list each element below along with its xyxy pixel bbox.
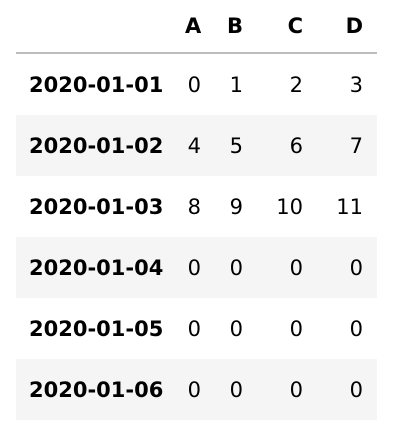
cell-b: 1 <box>229 72 243 97</box>
header-row: A B C D <box>16 0 377 54</box>
table-row: 2020-01-02 4 5 6 7 <box>16 115 377 176</box>
cell-c: 6 <box>289 133 303 158</box>
cell-b: 0 <box>229 377 243 402</box>
cell-a: 0 <box>187 72 201 97</box>
cell-d: 7 <box>349 133 363 158</box>
column-header-d: D <box>317 0 377 54</box>
cell-a: 4 <box>187 133 201 158</box>
cell-b: 5 <box>229 133 243 158</box>
column-header-c: C <box>261 0 317 54</box>
column-header-a: A <box>185 0 219 54</box>
dataframe-table: A B C D 2020-01-01 0 1 2 3 2020-01-02 4 … <box>16 0 377 420</box>
cell-d: 0 <box>349 316 363 341</box>
cell-c: 0 <box>289 255 303 280</box>
cell-d: 0 <box>349 377 363 402</box>
cell-c: 2 <box>289 72 303 97</box>
column-header-b: B <box>219 0 261 54</box>
row-index: 2020-01-05 <box>29 316 164 341</box>
table-row: 2020-01-06 0 0 0 0 <box>16 359 377 420</box>
table-row: 2020-01-04 0 0 0 0 <box>16 237 377 298</box>
cell-a: 0 <box>187 255 201 280</box>
index-header <box>16 0 185 54</box>
cell-c: 10 <box>276 194 303 219</box>
cell-b: 0 <box>229 255 243 280</box>
row-index: 2020-01-01 <box>29 72 164 97</box>
cell-a: 8 <box>187 194 201 219</box>
table-row: 2020-01-05 0 0 0 0 <box>16 298 377 359</box>
table-header: A B C D <box>16 0 377 54</box>
table-row: 2020-01-03 8 9 10 11 <box>16 176 377 237</box>
row-index: 2020-01-03 <box>29 194 164 219</box>
row-index: 2020-01-04 <box>29 255 164 280</box>
cell-d: 3 <box>349 72 363 97</box>
cell-b: 0 <box>229 316 243 341</box>
cell-b: 9 <box>229 194 243 219</box>
cell-d: 0 <box>349 255 363 280</box>
cell-a: 0 <box>187 316 201 341</box>
dataframe-container: A B C D 2020-01-01 0 1 2 3 2020-01-02 4 … <box>16 0 377 420</box>
row-index: 2020-01-02 <box>29 133 164 158</box>
cell-c: 0 <box>289 316 303 341</box>
cell-d: 11 <box>336 194 363 219</box>
table-row: 2020-01-01 0 1 2 3 <box>16 53 377 115</box>
table-body: 2020-01-01 0 1 2 3 2020-01-02 4 5 6 7 20… <box>16 53 377 420</box>
row-index: 2020-01-06 <box>29 377 164 402</box>
cell-a: 0 <box>187 377 201 402</box>
cell-c: 0 <box>289 377 303 402</box>
